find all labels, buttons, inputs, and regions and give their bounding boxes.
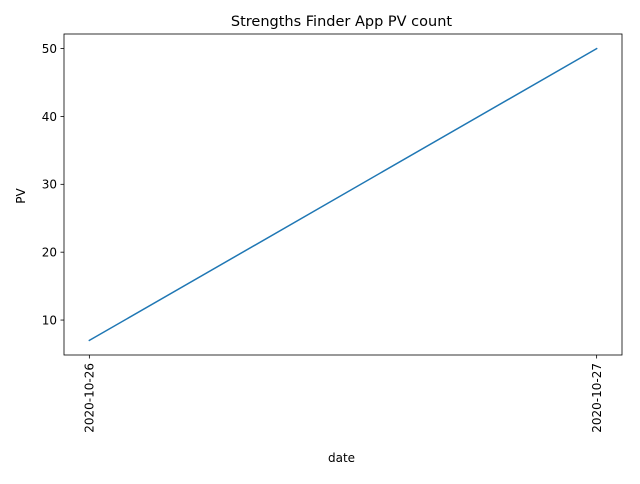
x-tick-label: 2020-10-27 [590,363,604,433]
x-axis-label: date [328,451,355,465]
y-tick-label: 40 [42,110,57,124]
y-tick-label: 10 [42,313,57,327]
y-tick-label: 20 [42,245,57,259]
x-tick-label: 2020-10-26 [83,363,97,433]
chart-title: Strengths Finder App PV count [231,14,453,30]
plot-area: 10 20 30 40 50 2020-10-26 2020-10-27 [42,33,623,433]
y-tick-label: 50 [42,42,57,56]
series-line-0 [88,47,598,342]
axes-frame [63,33,623,356]
y-axis-label: PV [14,187,28,203]
y-tick-label: 30 [42,178,57,192]
